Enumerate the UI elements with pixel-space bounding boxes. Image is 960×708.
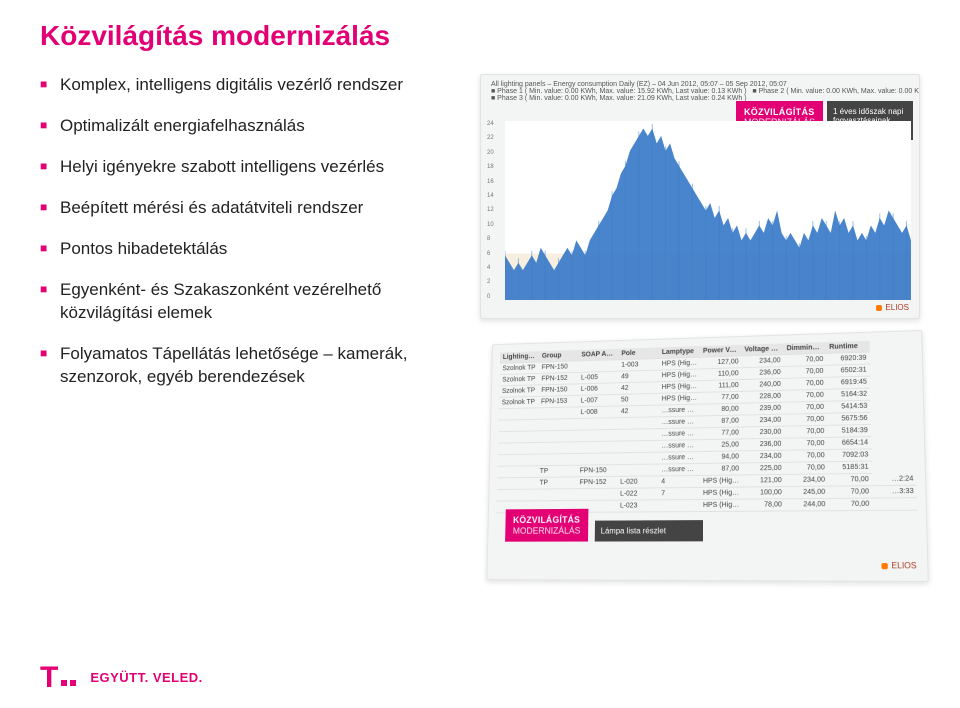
chart-legend: All lighting panels – Energy consumption… (491, 81, 920, 102)
chart-badge-title: KÖZVILÁGÍTÁS (744, 107, 815, 117)
bullet-item: Pontos hibadetektálás (40, 238, 460, 261)
page-title: Közvilágítás modernizálás (40, 20, 920, 52)
vendor-icon (876, 305, 882, 311)
footer-tagline: EGYÜTT. VELED. (90, 670, 202, 685)
bullet-item: Optimalizált energiafelhasználás (40, 115, 460, 138)
bullet-item: Helyi igényekre szabott intelligens vezé… (40, 156, 460, 179)
bullet-item: Komplex, intelligens digitális vezérlő r… (40, 74, 460, 97)
chart-area (505, 121, 911, 300)
bullet-item: Folyamatos Tápellátás lehetősége – kamer… (40, 343, 460, 389)
vendor-label: ELIOS (891, 561, 916, 571)
lamp-table: Lighting panelGroupSOAP AddressPoleLampt… (496, 339, 917, 513)
table-badge: KÖZVILÁGÍTÁS MODERNIZÁLÁS (505, 509, 588, 542)
bullet-item: Beépített mérési és adatátviteli rendsze… (40, 197, 460, 220)
logo-letter: T (40, 667, 58, 688)
slide-footer: T EGYÜTT. VELED. (40, 667, 203, 688)
table-side-note: Lámpa lista részlet (595, 520, 703, 541)
table-thumbnail: Lighting panelGroupSOAP AddressPoleLampt… (486, 330, 929, 582)
chart-thumbnail: All lighting panels – Energy consumption… (480, 74, 920, 319)
thumbnail-column: All lighting panels – Energy consumption… (480, 74, 920, 580)
table-badge-sub: MODERNIZÁLÁS (513, 525, 581, 535)
table-badge-title: KÖZVILÁGÍTÁS (513, 515, 581, 526)
vendor-label: ELIOS (885, 303, 909, 312)
telekom-logo: T (40, 667, 76, 688)
bullet-column: Komplex, intelligens digitális vezérlő r… (40, 74, 460, 580)
chart-yaxis: 024681012141618202224 (487, 121, 501, 300)
logo-dot-icon (70, 680, 76, 686)
logo-dot-icon (61, 680, 67, 686)
bullet-item: Egyenként- és Szakaszonként vezérelhető … (40, 279, 460, 325)
vendor-badge: ELIOS (876, 303, 909, 312)
vendor-badge-2: ELIOS (882, 561, 917, 571)
vendor-icon (882, 562, 889, 568)
